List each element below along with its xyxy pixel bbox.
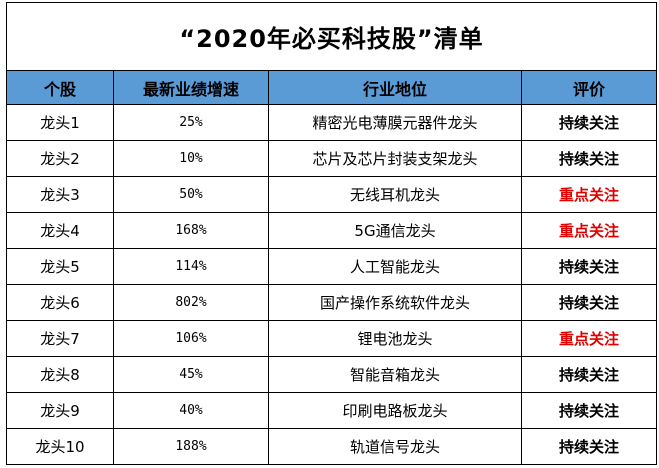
column-header-rating[interactable]: 评价 [520,70,658,105]
rating-cell[interactable]: 持续关注 [520,140,658,177]
growth-cell[interactable]: 50% [113,176,269,213]
rating-cell[interactable]: 重点关注 [520,320,658,357]
rating-cell[interactable]: 持续关注 [520,284,658,321]
table-row: 龙头7 106% 锂电池龙头 重点关注 [6,320,658,357]
stock-cell[interactable]: 龙头5 [6,248,114,285]
growth-cell[interactable]: 188% [113,428,269,465]
industry-cell[interactable]: 锂电池龙头 [268,320,522,357]
industry-cell[interactable]: 5G通信龙头 [268,212,522,249]
table-row: 龙头1 25% 精密光电薄膜元器件龙头 持续关注 [6,104,658,141]
stock-list-table: “2020年必买科技股”清单 个股 最新业绩增速 行业地位 评价 龙头1 25% 精… [5,2,658,465]
table-row: 龙头5 114% 人工智能龙头 持续关注 [6,248,658,285]
industry-cell[interactable]: 国产操作系统软件龙头 [268,284,522,321]
table-row: 龙头6 802% 国产操作系统软件龙头 持续关注 [6,284,658,321]
table-row: 龙头2 10% 芯片及芯片封装支架龙头 持续关注 [6,140,658,177]
industry-cell[interactable]: 精密光电薄膜元器件龙头 [268,104,522,141]
rating-cell[interactable]: 重点关注 [520,176,658,213]
growth-cell[interactable]: 106% [113,320,269,357]
table-row: 龙头8 45% 智能音箱龙头 持续关注 [6,356,658,393]
column-header-industry[interactable]: 行业地位 [268,70,522,105]
rating-cell[interactable]: 持续关注 [520,104,658,141]
industry-cell[interactable]: 轨道信号龙头 [268,428,522,465]
stock-cell[interactable]: 龙头2 [6,140,114,177]
growth-cell[interactable]: 45% [113,356,269,393]
rating-cell[interactable]: 持续关注 [520,428,658,465]
table-row: 龙头3 50% 无线耳机龙头 重点关注 [6,176,658,213]
growth-cell[interactable]: 802% [113,284,269,321]
rating-cell[interactable]: 重点关注 [520,212,658,249]
growth-cell[interactable]: 114% [113,248,269,285]
growth-cell[interactable]: 10% [113,140,269,177]
growth-cell[interactable]: 168% [113,212,269,249]
rating-cell[interactable]: 持续关注 [520,248,658,285]
growth-cell[interactable]: 25% [113,104,269,141]
industry-cell[interactable]: 印刷电路板龙头 [268,392,522,429]
column-header-stock[interactable]: 个股 [6,70,114,105]
stock-cell[interactable]: 龙头3 [6,176,114,213]
stock-cell[interactable]: 龙头8 [6,356,114,393]
table-row: 龙头4 168% 5G通信龙头 重点关注 [6,212,658,249]
stock-cell[interactable]: 龙头7 [6,320,114,357]
growth-cell[interactable]: 40% [113,392,269,429]
stock-cell[interactable]: 龙头9 [6,392,114,429]
rating-cell[interactable]: 持续关注 [520,356,658,393]
stock-cell[interactable]: 龙头6 [6,284,114,321]
header-row: 个股 最新业绩增速 行业地位 评价 [6,70,658,105]
industry-cell[interactable]: 无线耳机龙头 [268,176,522,213]
table-title[interactable]: “2020年必买科技股”清单 [5,2,658,71]
table-row: 龙头10 188% 轨道信号龙头 持续关注 [6,428,658,465]
stock-cell[interactable]: 龙头1 [6,104,114,141]
stock-cell[interactable]: 龙头4 [6,212,114,249]
column-header-growth[interactable]: 最新业绩增速 [113,70,269,105]
industry-cell[interactable]: 人工智能龙头 [268,248,522,285]
industry-cell[interactable]: 智能音箱龙头 [268,356,522,393]
title-row: “2020年必买科技股”清单 [5,2,658,71]
rating-cell[interactable]: 持续关注 [520,392,658,429]
industry-cell[interactable]: 芯片及芯片封装支架龙头 [268,140,522,177]
table-row: 龙头9 40% 印刷电路板龙头 持续关注 [6,392,658,429]
stock-cell[interactable]: 龙头10 [6,428,114,465]
